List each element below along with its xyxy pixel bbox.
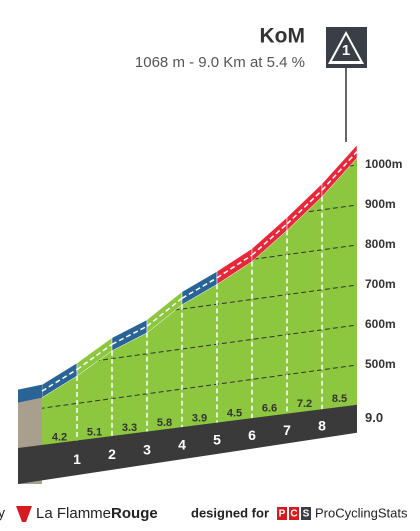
gradient-label: 5.8: [157, 417, 172, 429]
badge-label: 1: [342, 42, 350, 59]
segment-strip-side: [18, 384, 42, 403]
y-tick-label: 700m: [365, 277, 396, 291]
pcs-box: [301, 507, 311, 520]
km-label: 4: [178, 437, 186, 453]
pcs-letter: P: [279, 509, 286, 520]
pcs-letter: S: [303, 509, 310, 520]
strip-dash: [181, 277, 218, 299]
km-label: 2: [108, 446, 116, 462]
footer: y La FlammeRouge designed for P C S ProC…: [0, 505, 408, 522]
gradient-label: 5.1: [87, 427, 102, 439]
y-tick-label: 900m: [365, 197, 396, 211]
brand: La FlammeRouge: [36, 505, 158, 522]
chart-subtitle: 1068 m - 9.0 Km at 5.4 %: [135, 54, 305, 71]
designed-for: designed for: [191, 505, 269, 520]
gradient-label: 3.3: [122, 422, 137, 434]
footer-cut: y: [0, 505, 5, 521]
strip-dash: [286, 189, 323, 225]
pcs-letter: C: [290, 509, 297, 520]
plot: 500m 600m 700m 800m 900m 1000m 4.2 5.1 3.3 5.8 3.9…: [18, 144, 402, 484]
pcs-box: [277, 507, 287, 520]
flame-logo: [16, 506, 32, 522]
site: ProCyclingStats: [315, 505, 408, 520]
km-label: 3: [143, 441, 151, 457]
y-tick-label: 800m: [365, 237, 396, 251]
gradient-label: 3.9: [192, 412, 207, 424]
grid-line: [42, 364, 357, 415]
strip-dash: [41, 368, 78, 392]
y-tick-label: 500m: [365, 357, 396, 371]
gradient-label: 6.6: [262, 403, 277, 415]
km-label: 8: [318, 417, 326, 433]
gradient-label: 4.2: [52, 432, 67, 444]
gradient-label: 7.2: [297, 398, 312, 410]
chart-title: KoM: [260, 25, 306, 48]
strip-dash: [321, 150, 358, 191]
km-label: 1: [73, 451, 81, 467]
strip-dash: [216, 254, 253, 279]
strip-dash: [111, 325, 148, 345]
badge-inner: [332, 35, 360, 61]
brand-light: La Flamme: [36, 505, 111, 522]
km-label: 9.0: [365, 410, 383, 425]
ground-band: [18, 404, 357, 484]
km-label: 6: [248, 427, 256, 443]
pcs-box: [289, 507, 299, 520]
strip-dash: [76, 343, 113, 371]
y-tick-label: 600m: [365, 317, 396, 331]
km-label: 5: [213, 432, 221, 448]
gradient-label: 4.5: [227, 408, 242, 420]
y-tick-label: 1000m: [365, 157, 402, 171]
brand-bold: Rouge: [111, 505, 158, 522]
km-label: 7: [283, 422, 291, 438]
gradient-label: 8.5: [332, 393, 347, 405]
